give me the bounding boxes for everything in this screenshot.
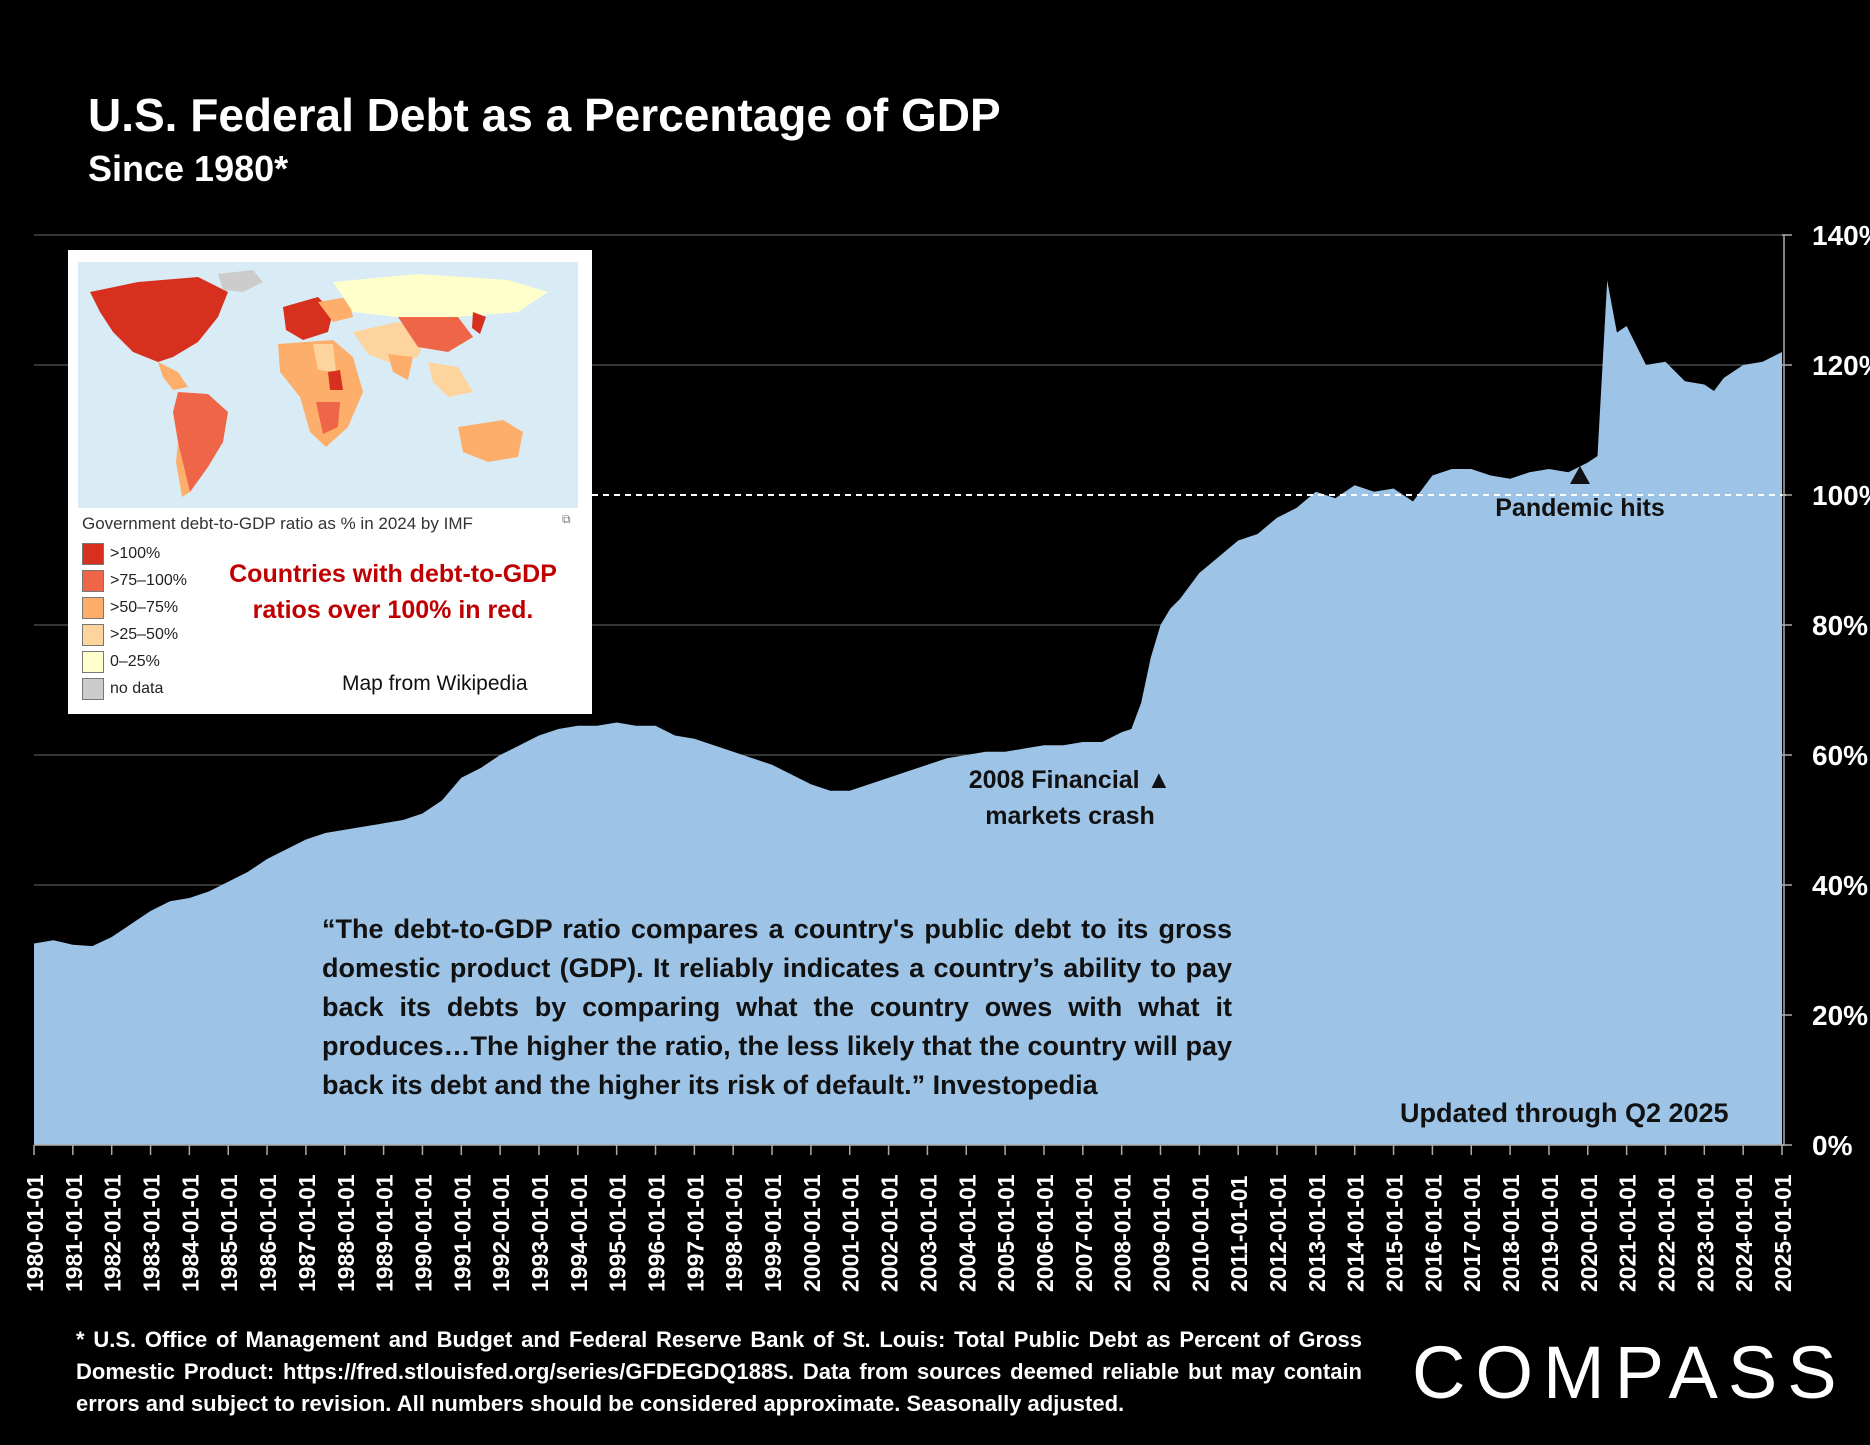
x-tick-label: 1999-01-01 — [760, 1174, 786, 1292]
x-tick-label: 1982-01-01 — [100, 1174, 126, 1292]
x-tick-label: 1983-01-01 — [139, 1174, 165, 1292]
x-axis: 1980-01-01 1981-01-01 1982-01-01 1983-01-01… — [22, 1144, 1796, 1292]
updated-note: Updated through Q2 2025 — [1400, 1098, 1729, 1128]
x-tick-label: 1992-01-01 — [488, 1174, 514, 1292]
x-tick-label: 1995-01-01 — [605, 1174, 631, 1292]
legend-swatch — [82, 542, 104, 565]
legend-label: 0–25% — [110, 652, 160, 670]
annotation-2008-crash: 2008 Financial ▲ markets crash — [968, 766, 1172, 830]
x-tick-label: 2006-01-01 — [1032, 1174, 1058, 1292]
x-tick-label: 2015-01-01 — [1382, 1174, 1408, 1292]
x-tick-label: 2012-01-01 — [1265, 1174, 1291, 1292]
legend-item: >50–75% — [82, 594, 187, 621]
legend-swatch — [82, 569, 104, 592]
inset-note: Countries with debt-to-GDP ratios over 1… — [229, 560, 557, 624]
x-tick-label: 2021-01-01 — [1615, 1174, 1641, 1292]
x-tick-label: 2017-01-01 — [1459, 1174, 1485, 1292]
x-tick-label: 1996-01-01 — [644, 1174, 670, 1292]
x-tick-label: 2004-01-01 — [954, 1174, 980, 1292]
y-tick-label: 140% — [1812, 220, 1870, 251]
x-tick-label: 2016-01-01 — [1420, 1174, 1446, 1292]
y-axis: 0% 20% 40% 60% 80% 100% 120% 140% — [1782, 220, 1870, 1161]
x-tick-label: 2005-01-01 — [993, 1174, 1019, 1292]
x-tick-label: 2003-01-01 — [915, 1174, 941, 1292]
pandemic-marker — [1570, 466, 1590, 484]
x-tick-label: 1987-01-01 — [294, 1174, 320, 1292]
x-tick-label: 1991-01-01 — [449, 1174, 475, 1292]
x-tick-label: 2014-01-01 — [1343, 1174, 1369, 1292]
legend-label: >100% — [110, 544, 161, 562]
x-tick-label: 2019-01-01 — [1537, 1174, 1563, 1292]
legend-label: >50–75% — [110, 598, 179, 616]
x-tick-label: 2011-01-01 — [1226, 1175, 1252, 1292]
page-title: U.S. Federal Debt as a Percentage of GDP — [88, 89, 1001, 141]
source-footnote: * U.S. Office of Management and Budget a… — [76, 1327, 1362, 1416]
x-tick-label: 1994-01-01 — [566, 1174, 592, 1292]
legend-label: >75–100% — [110, 571, 187, 589]
x-tick-label: 2010-01-01 — [1187, 1174, 1213, 1292]
annotation-markers — [1570, 466, 1590, 484]
x-tick-label: 1989-01-01 — [372, 1174, 398, 1292]
x-tick-label: 2008-01-01 — [1110, 1174, 1136, 1292]
world-map-inset: Government debt-to-GDP ratio as % in 202… — [68, 250, 592, 714]
y-tick-label: 100% — [1812, 480, 1870, 511]
x-tick-label: 2007-01-01 — [1071, 1174, 1097, 1292]
legend-label: >25–50% — [110, 625, 179, 643]
x-tick-label: 1997-01-01 — [682, 1174, 708, 1292]
map-legend: >100% >75–100% >50–75% >25–50% 0–25% no data — [82, 540, 187, 702]
debt-area-series — [34, 280, 1782, 1145]
page-subtitle: Since 1980* — [88, 148, 289, 189]
expand-icon[interactable]: ⧉ — [562, 512, 571, 526]
x-tick-label: 2001-01-01 — [838, 1174, 864, 1292]
world-debt-map — [78, 262, 578, 508]
investopedia-quote: “The debt-to-GDP ratio compares a countr… — [322, 914, 1232, 1100]
map-caption: Government debt-to-GDP ratio as % in 202… — [82, 514, 473, 533]
x-tick-label: 2022-01-01 — [1653, 1174, 1679, 1292]
x-tick-label: 1981-01-01 — [61, 1174, 87, 1292]
legend-item: >100% — [82, 540, 187, 567]
x-tick-label: 1985-01-01 — [216, 1174, 242, 1292]
x-tick-label: 2024-01-01 — [1731, 1174, 1757, 1292]
compass-logo: COMPASS — [1412, 1331, 1847, 1414]
y-tick-label: 40% — [1812, 870, 1868, 901]
inset-credit: Map from Wikipedia — [342, 672, 528, 695]
legend-swatch — [82, 650, 104, 673]
y-tick-label: 80% — [1812, 610, 1868, 641]
y-tick-label: 20% — [1812, 1000, 1868, 1031]
x-tick-label: 2013-01-01 — [1304, 1174, 1330, 1292]
legend-swatch — [82, 677, 104, 700]
annotation-pandemic: Pandemic hits — [1495, 494, 1665, 522]
x-tick-label: 1990-01-01 — [410, 1174, 436, 1292]
x-tick-label: 2002-01-01 — [877, 1174, 903, 1292]
x-tick-label: 1980-01-01 — [22, 1174, 48, 1292]
legend-swatch — [82, 596, 104, 619]
x-tick-label: 2009-01-01 — [1148, 1174, 1174, 1292]
legend-item: 0–25% — [82, 648, 187, 675]
legend-swatch — [82, 623, 104, 646]
x-tick-label: 1998-01-01 — [721, 1174, 747, 1292]
x-tick-label: 2020-01-01 — [1576, 1174, 1602, 1292]
legend-label: no data — [110, 679, 164, 697]
x-tick-label: 1986-01-01 — [255, 1174, 281, 1292]
y-tick-label: 120% — [1812, 350, 1870, 381]
legend-item: no data — [82, 675, 187, 702]
y-tick-label: 0% — [1812, 1130, 1853, 1161]
x-tick-label: 2025-01-01 — [1770, 1174, 1796, 1292]
x-tick-label: 2023-01-01 — [1692, 1174, 1718, 1292]
x-tick-label: 1993-01-01 — [527, 1174, 553, 1292]
legend-item: >25–50% — [82, 621, 187, 648]
x-tick-label: 1984-01-01 — [177, 1174, 203, 1292]
y-tick-label: 60% — [1812, 740, 1868, 771]
x-tick-label: 1988-01-01 — [333, 1174, 359, 1292]
x-tick-label: 2000-01-01 — [799, 1174, 825, 1292]
x-tick-label: 2018-01-01 — [1498, 1174, 1524, 1292]
legend-item: >75–100% — [82, 567, 187, 594]
